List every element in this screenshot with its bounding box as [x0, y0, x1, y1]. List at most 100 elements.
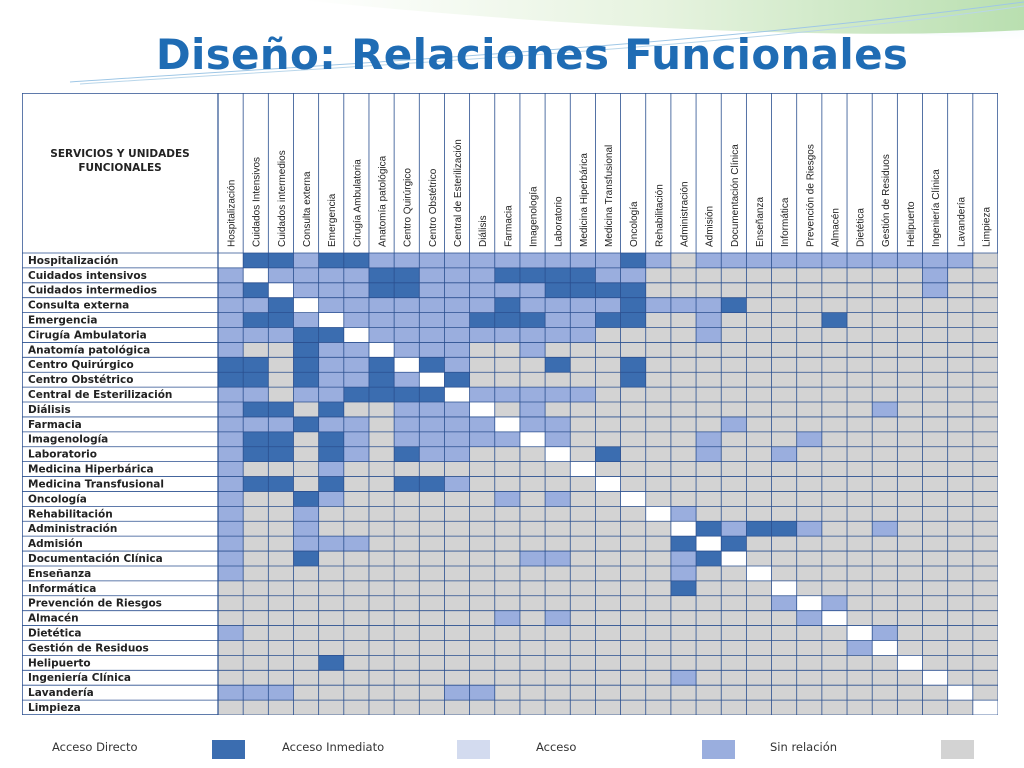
- matrix-cell: [696, 431, 722, 447]
- matrix-cell: [494, 580, 520, 596]
- matrix-cell: [343, 610, 369, 626]
- matrix-cell: [595, 342, 621, 358]
- matrix-cell: [746, 491, 772, 507]
- matrix-cell: [469, 491, 495, 507]
- matrix-cell: [771, 700, 797, 715]
- matrix-cell: [243, 491, 269, 507]
- matrix-cell: [847, 670, 873, 686]
- legend-label-sin-relacion: Sin relación: [770, 740, 838, 754]
- column-header: Rehabilitación: [654, 184, 665, 247]
- matrix-cell: [872, 387, 898, 403]
- matrix-cell: [494, 297, 520, 313]
- matrix-cell: [922, 416, 948, 432]
- matrix-cell: [771, 446, 797, 462]
- matrix-cell: [318, 253, 344, 268]
- matrix-cell: [293, 610, 319, 626]
- matrix-cell: [218, 610, 244, 626]
- matrix-cell: [545, 372, 571, 388]
- matrix-cell: [696, 253, 722, 268]
- matrix-cell: [670, 551, 697, 566]
- matrix-cell: [847, 267, 873, 283]
- matrix-cell: [922, 625, 948, 641]
- matrix-cell: [922, 565, 948, 581]
- matrix-cell: [268, 491, 294, 507]
- matrix-cell: [545, 580, 571, 596]
- matrix-cell: [318, 655, 344, 671]
- matrix-cell: [771, 670, 797, 686]
- matrix-cell: [318, 595, 344, 611]
- matrix-cell: [570, 312, 596, 328]
- matrix-cell: [519, 551, 546, 566]
- matrix-cell: [872, 506, 898, 522]
- matrix-cell: [796, 536, 822, 552]
- matrix-cell: [821, 551, 848, 566]
- matrix-cell: [872, 565, 898, 581]
- matrix-cell: [545, 655, 571, 671]
- matrix-cell: [343, 461, 369, 477]
- matrix-cell: [419, 521, 445, 537]
- matrix-cell: [469, 521, 495, 537]
- matrix-cell: [645, 670, 671, 686]
- matrix-cell: [746, 387, 772, 403]
- row-label: Cirugía Ambulatoria: [28, 329, 147, 341]
- matrix-cell: [268, 297, 294, 313]
- matrix-cell: [343, 491, 369, 507]
- matrix-cell: [922, 342, 948, 358]
- matrix-cell: [595, 446, 621, 462]
- matrix-cell: [696, 357, 722, 373]
- matrix-cell: [469, 536, 495, 552]
- column-header: Cuidados Intensivos: [252, 157, 263, 247]
- matrix-cell: [419, 506, 445, 522]
- matrix-cell: [721, 640, 747, 656]
- matrix-cell: [419, 387, 445, 403]
- row-label: Gestión de Residuos: [28, 642, 149, 654]
- row-label: Rehabilitación: [28, 508, 113, 520]
- matrix-cell: [218, 342, 244, 358]
- matrix-cell: [972, 416, 998, 432]
- matrix-cell: [645, 565, 671, 581]
- matrix-cell: [595, 431, 621, 447]
- column-header: Laboratorio: [554, 196, 565, 247]
- matrix-cell: [293, 372, 319, 388]
- matrix-cell: [293, 387, 319, 403]
- matrix-cell: [796, 267, 822, 283]
- matrix-cell: [243, 476, 269, 492]
- matrix-cell: [218, 416, 244, 432]
- matrix-cell: [872, 372, 898, 388]
- matrix-cell: [218, 476, 244, 492]
- matrix-cell: [947, 595, 973, 611]
- matrix-cell: [897, 685, 923, 701]
- matrix-cell: [922, 670, 948, 686]
- matrix-cell: [469, 297, 495, 313]
- matrix-cell: [494, 372, 520, 388]
- matrix-cell: [545, 461, 571, 477]
- matrix-cell: [847, 536, 873, 552]
- matrix-cell: [293, 536, 319, 552]
- matrix-cell: [368, 342, 395, 358]
- matrix-cell: [847, 431, 873, 447]
- matrix-cell: [519, 655, 546, 671]
- matrix-cell: [696, 402, 722, 417]
- matrix-cell: [847, 491, 873, 507]
- matrix-cell: [444, 595, 470, 611]
- matrix-cell: [444, 372, 470, 388]
- matrix-cell: [746, 551, 772, 566]
- matrix-cell: [343, 640, 369, 656]
- matrix-cell: [469, 387, 495, 403]
- matrix-cell: [645, 431, 671, 447]
- matrix-cell: [243, 357, 269, 373]
- matrix-cell: [218, 357, 244, 373]
- matrix-cell: [947, 312, 973, 328]
- matrix-cell: [368, 640, 395, 656]
- matrix-cell: [947, 461, 973, 477]
- matrix-cell: [444, 327, 470, 343]
- matrix-cell: [872, 670, 898, 686]
- row-label: Centro Obstétrico: [28, 374, 133, 386]
- matrix-cell: [469, 551, 495, 566]
- matrix-cell: [318, 267, 344, 283]
- matrix-cell: [620, 476, 646, 492]
- matrix-cell: [318, 491, 344, 507]
- matrix-cell: [595, 461, 621, 477]
- row-label: Cuidados intermedios: [28, 285, 157, 297]
- matrix-cell: [570, 387, 596, 403]
